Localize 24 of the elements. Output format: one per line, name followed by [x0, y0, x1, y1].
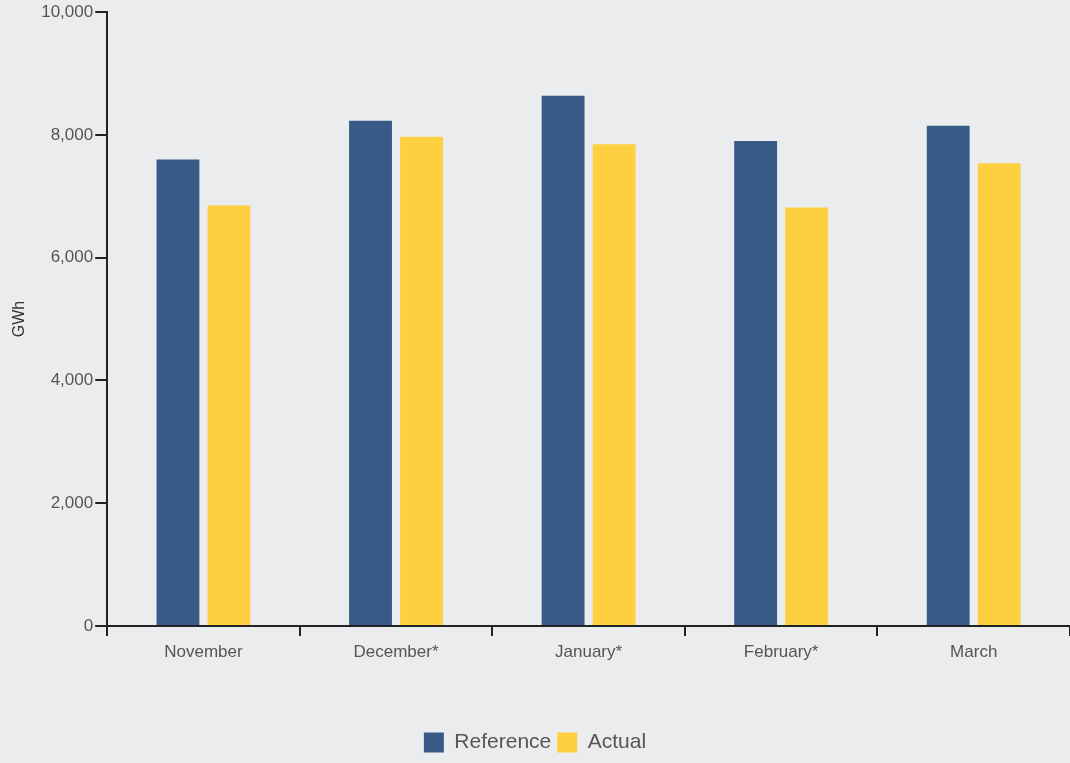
legend-label: Reference [454, 729, 552, 753]
x-tick-label: December* [353, 641, 439, 661]
y-tick-label: 4,000 [50, 370, 94, 390]
y-tick-label: 6,000 [50, 247, 94, 267]
bar [541, 95, 585, 625]
x-tick-label: March [950, 641, 998, 661]
x-tick-label: November [164, 641, 244, 661]
bar [734, 141, 778, 625]
y-tick-label: 2,000 [50, 492, 94, 512]
bar [785, 207, 829, 625]
y-tick-label: 10,000 [41, 1, 94, 21]
x-tick-label: January* [555, 641, 623, 661]
bar [156, 159, 200, 625]
y-axis-title: GWh [10, 300, 28, 338]
bar [926, 125, 970, 625]
y-tick-label: 0 [83, 615, 94, 635]
y-tick-label: 8,000 [50, 124, 94, 144]
bar [592, 144, 636, 625]
x-tick-label: February* [743, 641, 819, 661]
bar [400, 136, 443, 625]
bar [349, 120, 392, 625]
bar [977, 163, 1021, 625]
bar [207, 205, 251, 625]
legend-label: Actual [587, 729, 647, 753]
